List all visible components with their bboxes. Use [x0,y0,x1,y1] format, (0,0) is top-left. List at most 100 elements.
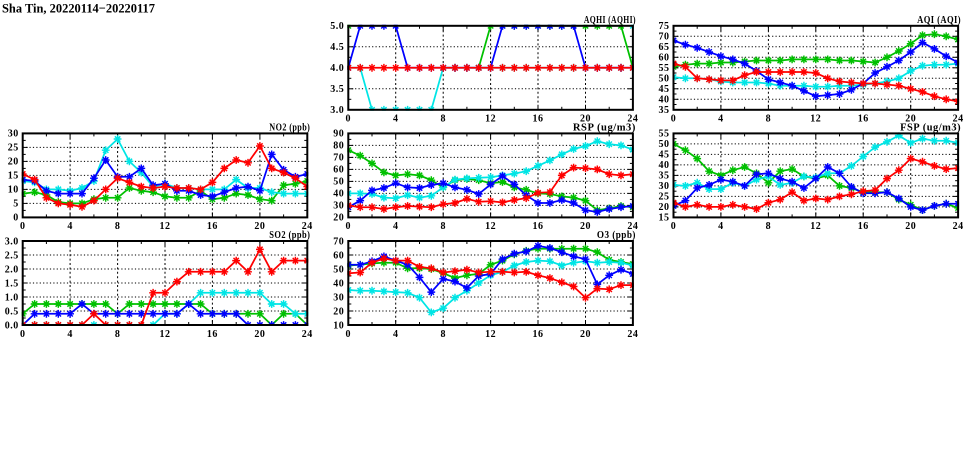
svg-text:15: 15 [659,213,670,224]
svg-text:4: 4 [718,114,724,125]
svg-text:70: 70 [333,236,344,247]
svg-text:SO2 (ppb): SO2 (ppb) [269,230,310,241]
svg-text:40: 40 [659,160,670,171]
svg-text:8: 8 [115,221,121,232]
svg-text:0: 0 [671,114,677,125]
svg-text:50: 50 [333,177,344,188]
svg-text:35: 35 [659,105,670,116]
svg-text:30: 30 [333,201,344,212]
svg-text:12: 12 [810,114,821,125]
svg-text:0: 0 [346,221,352,232]
svg-text:30: 30 [333,292,344,303]
svg-text:0: 0 [13,213,19,224]
svg-text:0: 0 [20,329,26,340]
svg-text:45: 45 [659,150,670,161]
svg-text:24: 24 [627,114,638,125]
svg-text:AQHI (AQHI): AQHI (AQHI) [584,15,636,26]
svg-text:16: 16 [533,329,544,340]
svg-text:40: 40 [333,278,344,289]
svg-text:0: 0 [346,114,352,125]
svg-text:12: 12 [485,114,496,125]
svg-text:20: 20 [8,157,19,168]
svg-text:8: 8 [440,114,446,125]
svg-text:20: 20 [254,221,265,232]
svg-text:24: 24 [953,114,964,125]
svg-text:O3 (ppb): O3 (ppb) [597,230,636,241]
svg-text:8: 8 [115,329,121,340]
svg-text:24: 24 [627,329,638,340]
svg-text:4: 4 [718,221,724,232]
svg-text:2.5: 2.5 [5,250,19,261]
svg-text:FSP (ug/m3): FSP (ug/m3) [900,122,961,133]
svg-text:40: 40 [659,95,670,106]
svg-text:0.0: 0.0 [5,320,19,331]
svg-text:20: 20 [333,213,344,224]
svg-text:55: 55 [659,63,670,74]
svg-text:Sha Tin, 20220114−20220117: Sha Tin, 20220114−20220117 [2,0,155,15]
svg-text:20: 20 [580,221,591,232]
svg-text:50: 50 [659,139,670,150]
svg-text:4: 4 [393,221,399,232]
svg-text:25: 25 [8,143,19,154]
svg-text:4.5: 4.5 [330,42,344,53]
svg-text:60: 60 [659,53,670,64]
svg-text:1.0: 1.0 [5,292,19,303]
svg-text:16: 16 [533,221,544,232]
svg-text:20: 20 [905,114,916,125]
svg-text:0.5: 0.5 [5,306,19,317]
svg-text:24: 24 [953,221,964,232]
svg-text:1.5: 1.5 [5,278,19,289]
svg-text:2.0: 2.0 [5,264,19,275]
svg-text:RSP (ug/m3): RSP (ug/m3) [573,122,636,133]
svg-text:15: 15 [8,171,19,182]
svg-text:3.5: 3.5 [330,84,344,95]
svg-text:3.0: 3.0 [330,105,344,116]
svg-text:80: 80 [333,141,344,152]
svg-text:20: 20 [580,329,591,340]
svg-text:10: 10 [333,320,344,331]
svg-text:12: 12 [160,329,171,340]
svg-text:60: 60 [333,165,344,176]
svg-text:20: 20 [254,329,265,340]
svg-text:20: 20 [333,306,344,317]
svg-text:4: 4 [393,329,399,340]
svg-text:16: 16 [207,329,218,340]
svg-text:16: 16 [858,221,869,232]
svg-text:10: 10 [8,185,19,196]
svg-text:20: 20 [905,221,916,232]
svg-text:35: 35 [659,171,670,182]
svg-text:3.0: 3.0 [5,236,19,247]
svg-text:90: 90 [333,129,344,140]
svg-text:20: 20 [580,114,591,125]
svg-text:5.0: 5.0 [330,21,344,32]
svg-text:0: 0 [671,221,677,232]
svg-text:8: 8 [766,221,772,232]
svg-text:16: 16 [858,114,869,125]
svg-text:0: 0 [346,329,352,340]
svg-text:50: 50 [333,264,344,275]
svg-text:45: 45 [659,84,670,95]
svg-text:55: 55 [659,129,670,140]
svg-text:0: 0 [20,221,26,232]
svg-text:4: 4 [393,114,399,125]
svg-text:16: 16 [533,114,544,125]
svg-text:50: 50 [659,74,670,85]
svg-text:65: 65 [659,42,670,53]
svg-text:70: 70 [333,153,344,164]
svg-text:4: 4 [67,329,73,340]
svg-text:24: 24 [627,221,638,232]
svg-text:24: 24 [302,329,313,340]
svg-text:12: 12 [485,221,496,232]
svg-text:16: 16 [207,221,218,232]
svg-text:20: 20 [659,202,670,213]
svg-text:4: 4 [67,221,73,232]
svg-text:24: 24 [302,221,313,232]
svg-text:12: 12 [485,329,496,340]
svg-text:12: 12 [160,221,171,232]
svg-text:5: 5 [13,199,19,210]
svg-text:AQI (AQI): AQI (AQI) [917,15,961,26]
svg-text:8: 8 [440,221,446,232]
svg-text:30: 30 [8,129,19,140]
svg-text:25: 25 [659,192,670,203]
svg-text:70: 70 [659,32,670,43]
